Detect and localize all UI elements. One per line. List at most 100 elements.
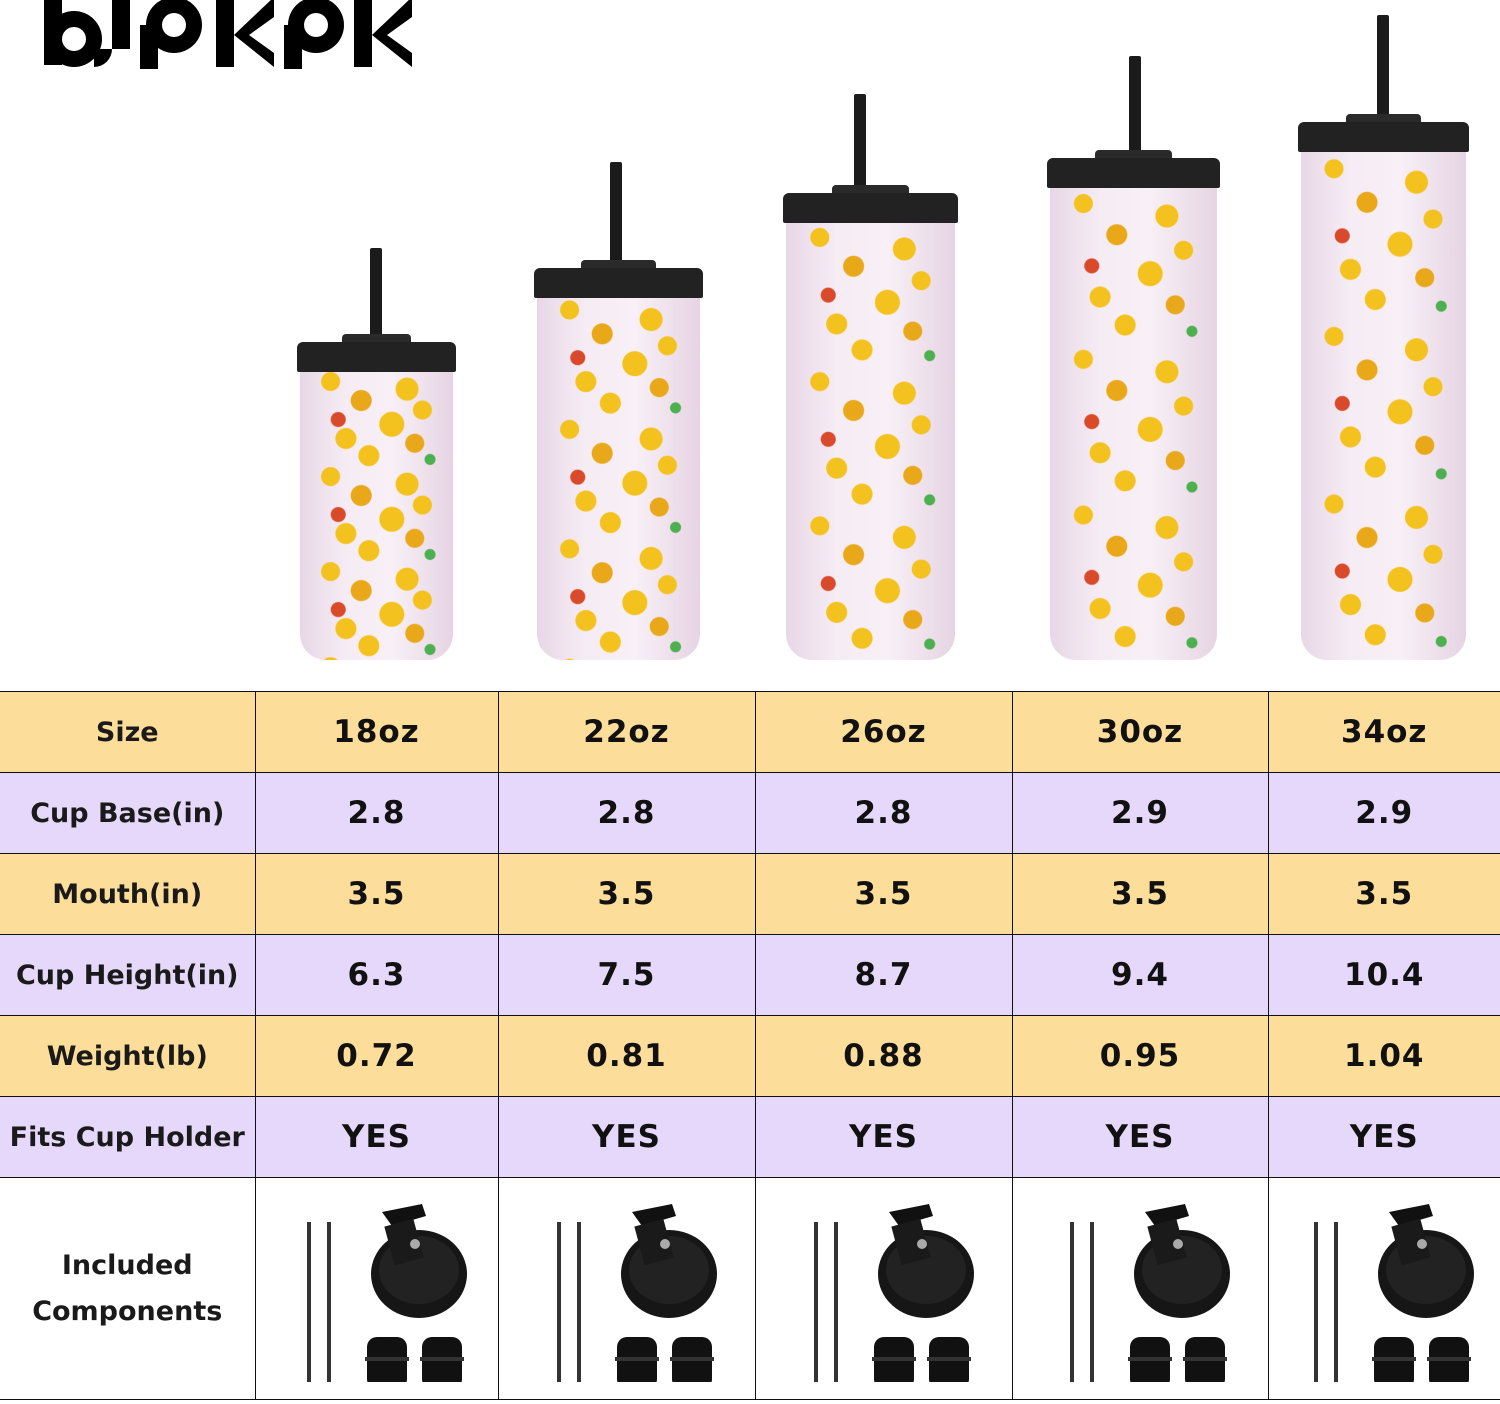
cell-value: 18oz bbox=[254, 691, 499, 773]
lid bbox=[1298, 122, 1469, 152]
components-illustration bbox=[556, 1203, 717, 1392]
straw-stopper-icon bbox=[1128, 1336, 1172, 1389]
straw-icon bbox=[576, 1221, 581, 1392]
tumbler-body bbox=[1050, 188, 1217, 660]
cell-value: YES bbox=[754, 1096, 1013, 1178]
components-illustration bbox=[1070, 1203, 1230, 1392]
components-illustration bbox=[813, 1203, 974, 1392]
components-cell bbox=[254, 1177, 499, 1400]
brand-logo-icon bbox=[44, 0, 412, 69]
straw bbox=[610, 162, 622, 278]
cell-value: 1.04 bbox=[1267, 1015, 1500, 1097]
cell-value: 0.88 bbox=[754, 1015, 1013, 1097]
straw-stopper-icon bbox=[1427, 1336, 1472, 1389]
straw-stopper-icon bbox=[1183, 1336, 1227, 1389]
table-row: Weight(lb) 0.72 0.81 0.88 0.95 1.04 bbox=[0, 1015, 1500, 1097]
components-cell bbox=[1011, 1177, 1269, 1400]
straw-stopper-icon bbox=[871, 1336, 916, 1389]
row-label: Cup Base(in) bbox=[0, 772, 256, 854]
row-label: Cup Height(in) bbox=[0, 934, 256, 1016]
row-label: Fits Cup Holder bbox=[0, 1096, 256, 1178]
lid bbox=[297, 342, 456, 372]
tumbler-body bbox=[786, 223, 955, 660]
table-row: Size 18oz 22oz 26oz 30oz 34oz bbox=[0, 691, 1500, 773]
cell-value: YES bbox=[1267, 1096, 1500, 1178]
lid-top bbox=[341, 334, 412, 344]
components-cell bbox=[497, 1177, 756, 1400]
cell-value: 6.3 bbox=[254, 934, 499, 1016]
brand-logo bbox=[44, 0, 414, 90]
row-label: Weight(lb) bbox=[0, 1015, 256, 1097]
straw-icon bbox=[556, 1221, 561, 1392]
cell-value: 3.5 bbox=[754, 853, 1013, 935]
cell-value: 3.5 bbox=[497, 853, 756, 935]
cell-value: YES bbox=[1011, 1096, 1269, 1178]
straw-icon bbox=[1070, 1221, 1074, 1392]
straw-stopper-icon bbox=[926, 1336, 971, 1389]
components-illustration bbox=[1314, 1203, 1475, 1392]
straw-icon bbox=[1334, 1221, 1339, 1392]
straw bbox=[370, 248, 382, 352]
cell-value: 8.7 bbox=[754, 934, 1013, 1016]
straw-icon bbox=[833, 1221, 838, 1392]
lid-icon bbox=[1378, 1203, 1475, 1318]
cell-value: 3.5 bbox=[1011, 853, 1269, 935]
lid-top bbox=[832, 185, 909, 195]
row-label: Size bbox=[0, 691, 256, 773]
straw-icon bbox=[813, 1221, 818, 1392]
cell-value: 0.72 bbox=[254, 1015, 499, 1097]
cell-value: 7.5 bbox=[497, 934, 756, 1016]
cell-value: 9.4 bbox=[1011, 934, 1269, 1016]
cell-value: 30oz bbox=[1011, 691, 1269, 773]
table-row: Fits Cup Holder YES YES YES YES YES bbox=[0, 1096, 1500, 1178]
components-cell bbox=[1267, 1177, 1500, 1400]
cell-value: 22oz bbox=[497, 691, 756, 773]
cell-value: 3.5 bbox=[1267, 853, 1500, 935]
straw-icon bbox=[306, 1221, 311, 1392]
lid-icon bbox=[877, 1203, 974, 1318]
table-row: Cup Height(in) 6.3 7.5 8.7 9.4 10.4 bbox=[0, 934, 1500, 1016]
straw-icon bbox=[1314, 1221, 1319, 1392]
cell-value: 2.9 bbox=[1267, 772, 1500, 854]
lid bbox=[1047, 158, 1220, 188]
straw-icon bbox=[1090, 1221, 1094, 1392]
straw-stopper-icon bbox=[669, 1336, 714, 1389]
lid-icon bbox=[620, 1203, 717, 1318]
cell-value: 2.8 bbox=[754, 772, 1013, 854]
straw bbox=[854, 94, 866, 203]
lid-icon bbox=[1134, 1203, 1230, 1318]
lid bbox=[534, 268, 703, 298]
row-label: Included Components bbox=[0, 1177, 256, 1400]
lid-top bbox=[1095, 150, 1172, 160]
cell-value: 3.5 bbox=[254, 853, 499, 935]
row-label: Mouth(in) bbox=[0, 853, 256, 935]
cell-value: 2.8 bbox=[497, 772, 756, 854]
straw-icon bbox=[326, 1221, 331, 1392]
cell-value: 34oz bbox=[1267, 691, 1500, 773]
straw-stopper-icon bbox=[364, 1336, 409, 1389]
tumbler-body bbox=[300, 372, 453, 660]
cell-value: YES bbox=[254, 1096, 499, 1178]
tumbler-body bbox=[537, 298, 700, 660]
lid-top bbox=[1345, 114, 1422, 124]
cell-value: 2.9 bbox=[1011, 772, 1269, 854]
components-cell bbox=[754, 1177, 1013, 1400]
cell-value: 0.81 bbox=[497, 1015, 756, 1097]
table-row-components: Included Components bbox=[0, 1177, 1500, 1400]
components-illustration bbox=[306, 1203, 467, 1392]
lid-top bbox=[581, 260, 656, 270]
tumbler-body bbox=[1301, 152, 1466, 660]
straw-stopper-icon bbox=[419, 1336, 464, 1389]
table-row: Mouth(in) 3.5 3.5 3.5 3.5 3.5 bbox=[0, 853, 1500, 935]
lid bbox=[783, 193, 958, 223]
label-line: Included bbox=[61, 1249, 193, 1281]
cell-value: YES bbox=[497, 1096, 756, 1178]
cell-value: 10.4 bbox=[1267, 934, 1500, 1016]
size-chart-table: Size 18oz 22oz 26oz 30oz 34oz Cup Base(in) 2.8 2… bbox=[0, 691, 1500, 1400]
cell-value: 0.95 bbox=[1011, 1015, 1269, 1097]
table-row: Cup Base(in) 2.8 2.8 2.8 2.9 2.9 bbox=[0, 772, 1500, 854]
straw bbox=[1129, 56, 1141, 168]
straw-stopper-icon bbox=[1372, 1336, 1417, 1389]
lid-icon bbox=[370, 1203, 467, 1318]
straw bbox=[1377, 15, 1389, 132]
